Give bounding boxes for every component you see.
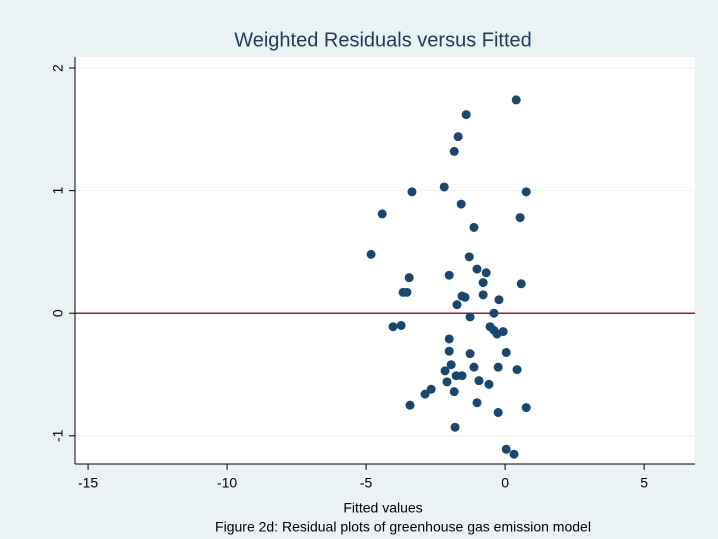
point — [442, 377, 452, 387]
point — [521, 187, 531, 197]
point — [472, 398, 482, 408]
chart-title: Weighted Residuals versus Fitted — [234, 29, 532, 51]
point — [456, 199, 466, 209]
caption: Figure 2d: Residual plots of greenhouse … — [215, 519, 591, 535]
y-tick-label: 1 — [50, 187, 66, 195]
x-tick-label: -15 — [78, 475, 98, 491]
point — [509, 449, 519, 459]
y-tick-label: -1 — [50, 429, 66, 442]
point — [498, 327, 508, 337]
x-tick-label: 0 — [501, 475, 509, 491]
point — [465, 312, 475, 322]
point — [404, 273, 414, 283]
point — [464, 252, 474, 262]
point — [440, 366, 450, 376]
point — [494, 295, 504, 305]
x-axis-label: Fitted values — [343, 500, 422, 516]
point — [501, 347, 511, 357]
point — [439, 182, 449, 192]
point — [515, 213, 525, 223]
point — [444, 270, 454, 280]
point — [449, 387, 459, 397]
plot-area — [75, 57, 695, 464]
point — [453, 132, 463, 142]
point — [493, 362, 503, 372]
point — [426, 384, 436, 394]
point — [512, 365, 522, 375]
point — [489, 308, 499, 318]
point — [521, 403, 531, 413]
point — [402, 287, 412, 297]
point — [450, 422, 460, 432]
x-tick-label: 5 — [640, 475, 648, 491]
y-tick-label: 0 — [50, 309, 66, 317]
point — [469, 222, 479, 232]
point — [481, 268, 491, 278]
x-tick-label: -5 — [360, 475, 373, 491]
point — [449, 146, 459, 156]
point — [469, 362, 479, 372]
point — [366, 249, 376, 259]
point — [484, 379, 494, 389]
point — [457, 371, 467, 381]
x-tick-label: -10 — [217, 475, 237, 491]
point — [460, 292, 470, 302]
point — [396, 320, 406, 330]
point — [377, 209, 387, 219]
point — [461, 110, 471, 120]
point — [472, 264, 482, 274]
point — [474, 376, 484, 386]
point — [405, 400, 415, 410]
y-tick-label: 2 — [50, 64, 66, 72]
point — [444, 334, 454, 344]
point — [465, 349, 475, 359]
point — [501, 444, 511, 454]
point — [420, 389, 430, 399]
point — [407, 187, 417, 197]
point — [516, 279, 526, 289]
point — [452, 300, 462, 310]
point — [446, 360, 456, 370]
point — [511, 95, 521, 105]
point — [478, 278, 488, 288]
point — [478, 290, 488, 300]
point — [444, 346, 454, 356]
point — [388, 322, 398, 332]
point — [493, 408, 503, 418]
